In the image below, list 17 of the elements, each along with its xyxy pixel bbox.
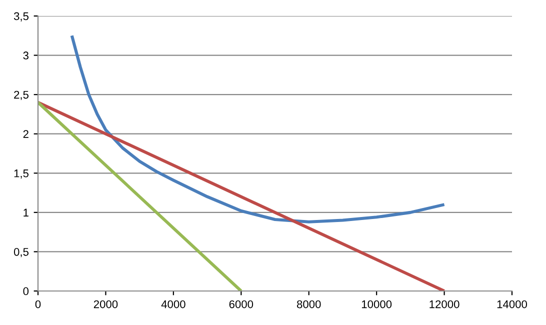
y-tick-label: 3 bbox=[23, 52, 28, 60]
y-tick-label: 0 bbox=[23, 287, 29, 296]
x-tick-label: 4000 bbox=[161, 300, 186, 308]
y-tick-label: 2,5 bbox=[14, 90, 29, 100]
x-tick-label: 0 bbox=[35, 300, 41, 308]
x-tick-label: 10000 bbox=[362, 300, 392, 308]
x-tick-label: 8000 bbox=[296, 300, 321, 308]
x-tick-label: 12000 bbox=[430, 300, 460, 308]
y-tick-label: 2 bbox=[23, 130, 28, 138]
y-tick-label: 3,5 bbox=[14, 12, 29, 22]
line-series bbox=[70, 34, 446, 224]
x-tick-label: 14000 bbox=[497, 300, 528, 308]
x-tick-label: 6000 bbox=[229, 300, 254, 308]
y-tick-label: 1,5 bbox=[14, 170, 29, 179]
y-tick-label: 1 bbox=[24, 208, 28, 216]
y-tick-label: 0,5 bbox=[14, 248, 29, 258]
x-tick-label: 2000 bbox=[94, 300, 118, 308]
